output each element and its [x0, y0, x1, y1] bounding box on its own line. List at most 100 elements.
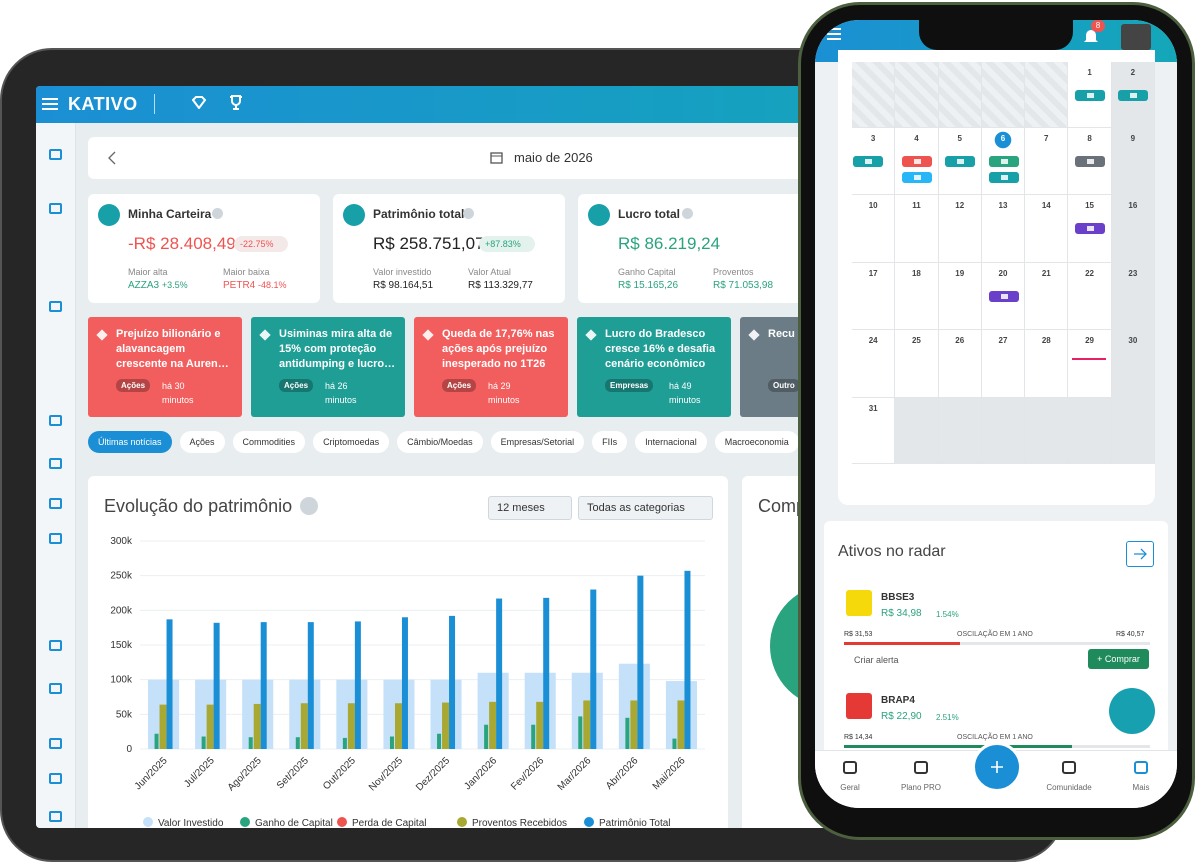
calendar-event[interactable] — [988, 291, 1019, 302]
category-select[interactable]: Todas as categorias — [578, 496, 713, 520]
bell-icon[interactable] — [1083, 28, 1099, 44]
y-tick-label: 100k — [110, 675, 133, 686]
filter-pill[interactable]: Empresas/Setorial — [490, 431, 585, 453]
calendar-day[interactable]: 16 — [1111, 195, 1155, 263]
calendar-day[interactable]: 7 — [1025, 128, 1069, 195]
sidebar-icon[interactable] — [49, 498, 62, 509]
x-tick-label: Mar/2026 — [556, 755, 594, 793]
filter-pill[interactable]: Commodities — [232, 431, 306, 453]
filter-pill[interactable]: Internacional — [635, 431, 707, 453]
calendar-day[interactable]: 11 — [895, 195, 939, 263]
bar — [248, 737, 253, 749]
nav-icon[interactable] — [1062, 761, 1076, 774]
news-card[interactable]: Usiminas mira alta de 15% com proteção a… — [251, 317, 405, 417]
sidebar-icon[interactable] — [49, 640, 62, 651]
nav-label[interactable]: Geral — [840, 783, 860, 792]
filter-pill[interactable]: Câmbio/Moedas — [397, 431, 483, 453]
sidebar-icon[interactable] — [49, 301, 62, 312]
sidebar-icon[interactable] — [49, 738, 62, 749]
prev-button[interactable] — [108, 151, 116, 165]
filter-pill[interactable]: Últimas notícias — [88, 431, 172, 453]
asset-alert[interactable]: Criar alerta — [854, 655, 899, 665]
avatar[interactable] — [1121, 24, 1151, 50]
calendar-event[interactable] — [1075, 90, 1106, 101]
nav-icon[interactable] — [914, 761, 928, 774]
calendar-event[interactable] — [988, 156, 1019, 167]
calendar-day[interactable]: 9 — [1111, 128, 1155, 195]
calendar-day[interactable]: 28 — [1025, 330, 1069, 398]
period-select[interactable]: 12 meses — [488, 496, 572, 520]
sidebar-icon[interactable] — [49, 683, 62, 694]
calendar-day[interactable]: 10 — [852, 195, 896, 263]
calendar-day[interactable]: 17 — [852, 263, 896, 330]
asset-buy[interactable]: + Comprar — [1088, 649, 1149, 669]
calendar-event[interactable] — [901, 172, 932, 183]
calendar-event[interactable] — [1118, 90, 1149, 101]
filter-pill[interactable]: Macroeconomia — [714, 431, 799, 453]
filter-pill[interactable]: Ações — [179, 431, 225, 453]
calendar-day[interactable]: 27 — [981, 330, 1026, 398]
calendar-day[interactable]: 29 — [1068, 330, 1112, 398]
calendar-event[interactable] — [852, 156, 883, 167]
sidebar-icon[interactable] — [49, 773, 62, 784]
nav-label[interactable]: Comunidade — [1046, 783, 1092, 792]
fab[interactable] — [972, 742, 1022, 792]
calendar-event[interactable] — [988, 172, 1019, 183]
card-value: R$ 86.219,24 — [618, 234, 721, 253]
card-info[interactable] — [463, 208, 474, 219]
card-left-label: Ganho Capital — [618, 267, 676, 277]
sidebar-icon[interactable] — [49, 458, 62, 469]
calendar-day[interactable]: 12 — [938, 195, 982, 263]
radar-open[interactable] — [1126, 541, 1154, 567]
calendar-day[interactable]: 14 — [1025, 195, 1069, 263]
help-icon[interactable] — [300, 497, 318, 515]
filter-pill[interactable]: FIIs — [592, 431, 628, 453]
news-card[interactable]: Lucro do Bradesco cresce 16% e desafia c… — [577, 317, 731, 417]
calendar-event[interactable] — [901, 156, 932, 167]
calendar-day[interactable]: 22 — [1068, 263, 1112, 330]
calendar-event[interactable] — [945, 156, 976, 167]
calendar-day[interactable]: 25 — [895, 330, 939, 398]
calendar-day[interactable]: 18 — [895, 263, 939, 330]
trophy-icon[interactable] — [229, 95, 243, 110]
calendar-event[interactable] — [1075, 223, 1106, 234]
card-info[interactable] — [212, 208, 223, 219]
nav-label[interactable]: Plano PRO — [900, 783, 942, 792]
calendar-day[interactable]: 23 — [1111, 263, 1155, 330]
side-panel-title: Comp — [758, 496, 807, 516]
calendar-event[interactable] — [1075, 156, 1106, 167]
bar — [677, 700, 685, 749]
asset-ticker[interactable]: BBSE3 — [881, 592, 915, 603]
asset-ticker[interactable]: BRAP4 — [881, 695, 915, 706]
calendar-day[interactable]: 13 — [981, 195, 1026, 263]
brand[interactable]: KATIVO — [68, 94, 138, 114]
menu-icon[interactable] — [42, 97, 58, 111]
nav-icon[interactable] — [843, 761, 857, 774]
phone-menu[interactable] — [827, 28, 841, 40]
sidebar-icon[interactable] — [49, 415, 62, 426]
card-left-label: Maior alta — [128, 267, 168, 277]
calendar-day[interactable]: 26 — [938, 330, 982, 398]
nav-icon[interactable] — [1134, 761, 1148, 774]
news-card[interactable]: Prejuízo bilionário e alavancagem cresce… — [88, 317, 242, 417]
news-card[interactable]: Queda de 17,76% nas ações após prejuízo … — [414, 317, 568, 417]
sidebar-icon[interactable] — [49, 533, 62, 544]
nav-label[interactable]: Mais — [1132, 783, 1150, 792]
calendar-day[interactable]: 19 — [938, 263, 982, 330]
calendar-day[interactable]: 24 — [852, 330, 896, 398]
sidebar-icon[interactable] — [49, 203, 62, 214]
calendar-day[interactable]: 30 — [1111, 330, 1155, 398]
calendar-day[interactable]: 31 — [852, 398, 896, 464]
filter-pill[interactable]: Criptomoedas — [313, 431, 390, 453]
sidebar-icon[interactable] — [49, 811, 62, 822]
card-info[interactable] — [682, 208, 693, 219]
calendar-day[interactable]: 21 — [1025, 263, 1069, 330]
y-tick-label: 0 — [126, 744, 132, 755]
bar — [672, 738, 677, 749]
chat-button[interactable] — [1109, 688, 1155, 734]
sidebar-icon[interactable] — [49, 149, 62, 160]
diamond-icon[interactable] — [192, 96, 206, 109]
calendar-day — [1111, 398, 1155, 464]
asset-range-label: OSCILAÇÃO EM 1 ANO — [957, 734, 1033, 741]
summary-card: Minha Carteira -R$ 28.408,49 -22.75% Maior … — [88, 194, 320, 303]
